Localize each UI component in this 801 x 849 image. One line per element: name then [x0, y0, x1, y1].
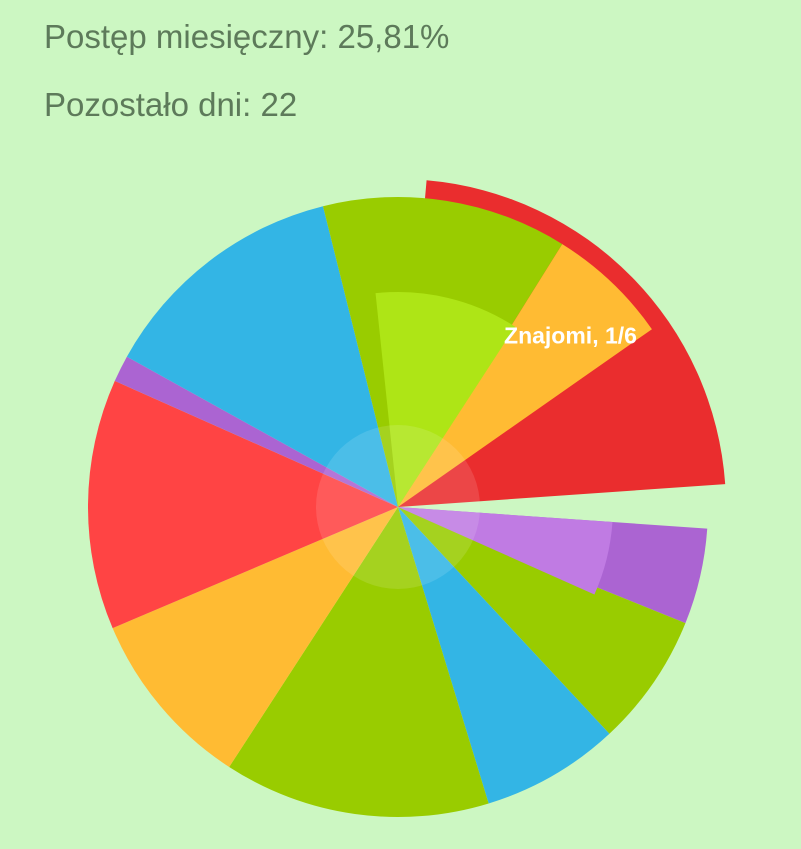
pie-slice-progress [398, 507, 613, 595]
pie-slice[interactable] [398, 507, 610, 804]
pie-slice-progress [375, 292, 516, 507]
pie-slice[interactable] [229, 507, 489, 817]
pie-slice-label: Znajomi, 1/6 [504, 323, 637, 349]
monthly-progress-label: Postęp miesięczny [44, 18, 337, 55]
days-remaining-label: Pozostało dni [44, 86, 260, 123]
pie-slice[interactable] [87, 380, 398, 629]
pie-center-hub [316, 425, 480, 589]
days-remaining: Pozostało dni22 [44, 86, 297, 124]
pie-slice[interactable] [126, 206, 399, 507]
monthly-progress-value: 25,81% [337, 18, 450, 55]
monthly-progress: Postęp miesięczny25,81% [44, 18, 449, 56]
pie-slice[interactable] [112, 507, 398, 767]
days-remaining-value: 22 [260, 86, 298, 123]
pie-slice[interactable] [114, 356, 399, 507]
pie-slice[interactable] [398, 244, 652, 508]
pie-slice[interactable] [398, 507, 686, 734]
